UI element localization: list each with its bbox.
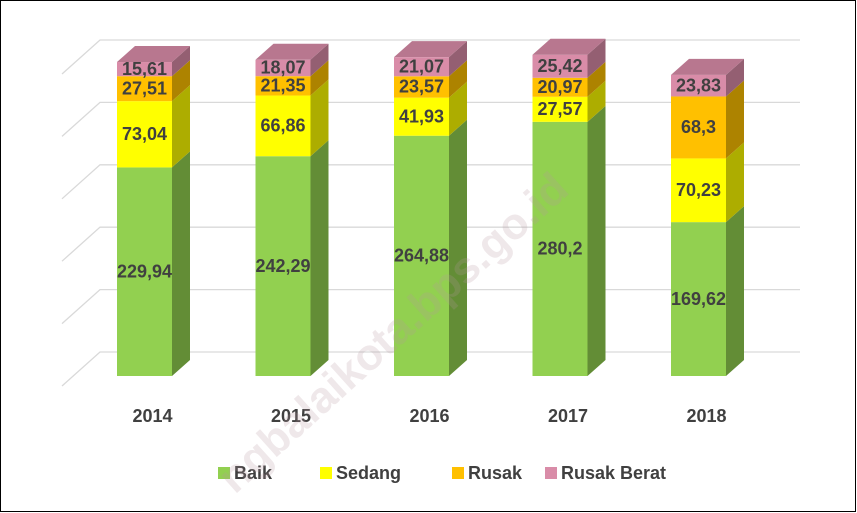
bar-side [172,85,190,168]
bar-side [587,38,606,78]
data-label: 73,04 [122,124,167,144]
bar-segment [255,79,329,157]
bar-side [726,58,744,97]
legend-label: Rusak Berat [561,463,666,483]
data-label: 23,83 [676,75,721,95]
bar-front [394,97,449,136]
data-label: 15,61 [122,59,167,79]
x-tick-label: 2015 [271,406,311,426]
bar-segment [117,60,190,102]
bar-side [172,151,190,376]
bar-side [310,43,329,77]
bar-front [394,57,449,77]
data-label: 41,93 [399,106,444,126]
bar-segment [117,151,190,376]
bar-front [671,96,726,159]
bar-front [532,96,588,122]
bar-front [255,76,311,96]
bar-front [117,167,172,376]
x-tick-label: 2018 [686,406,726,426]
legend-label: Sedang [336,463,401,483]
bar-side [726,80,744,159]
bar-segment [532,38,606,78]
bar-side [172,60,190,102]
bar-segment [255,43,329,77]
data-label: 242,29 [255,256,310,276]
data-label: 264,88 [394,246,449,266]
data-label: 20,97 [537,77,582,97]
bar-front [394,76,449,98]
data-label: 21,07 [399,56,444,76]
bar-segment [394,41,467,77]
bar-segment [671,80,744,159]
data-label: 27,51 [122,78,167,98]
data-label: 18,07 [260,58,305,78]
bar-side [449,60,467,98]
x-tick-label: 2017 [548,406,588,426]
bar-segment [394,119,467,376]
bar-side [449,41,467,77]
bar-segment [671,58,744,97]
bar-side [587,61,606,97]
bar-segment [394,60,467,98]
bar-front [671,74,726,97]
data-label: 68,3 [681,117,716,137]
data-label: 21,35 [260,76,305,96]
bar-front [117,62,172,77]
bar-side [726,142,744,223]
bar-front [532,54,588,78]
data-label: 280,2 [537,239,582,259]
bar-side [726,206,744,376]
bar-segment [255,60,329,96]
bar-side [310,60,329,96]
bar-front [255,156,311,376]
bar-segment [532,105,606,376]
bar-top [532,38,606,55]
bar-side [449,119,467,376]
bar-side [310,140,329,376]
bar-front [671,222,726,376]
bar-segment [532,61,606,97]
data-label: 27,57 [537,99,582,119]
bar-segment [671,142,744,223]
legend-swatch [545,467,557,479]
bar-front [671,158,726,223]
bar-top [255,43,329,60]
bar-front [255,95,311,157]
bar-front [117,101,172,168]
bar-front [117,76,172,102]
bar-top [117,46,190,63]
bar-front [255,59,311,77]
legend-swatch [452,467,464,479]
data-label: 23,57 [399,77,444,97]
bar-side [587,80,606,122]
data-label: 70,23 [676,180,721,200]
data-label: 66,86 [260,116,305,136]
bar-top [394,41,467,58]
bar-front [532,121,588,376]
legend-label: Rusak [468,463,523,483]
data-label: 229,94 [117,261,172,281]
data-label: 169,62 [671,289,726,309]
bar-segment [117,85,190,168]
bar-front [394,135,449,376]
bar-segment [117,46,190,77]
bar-side [449,81,467,136]
bar-segment [671,206,744,376]
bar-segment [532,80,606,122]
data-label: 25,42 [537,56,582,76]
bar-side [587,105,606,376]
legend-label: Baik [234,463,273,483]
bar-segment [394,81,467,136]
bar-top [671,58,744,75]
x-tick-label: 2014 [132,406,172,426]
legend-swatch [218,467,230,479]
bar-segment [255,140,329,376]
bar-front [532,77,588,97]
bar-side [310,79,329,157]
bar-side [172,46,190,77]
legend-swatch [320,467,332,479]
x-tick-label: 2016 [409,406,449,426]
